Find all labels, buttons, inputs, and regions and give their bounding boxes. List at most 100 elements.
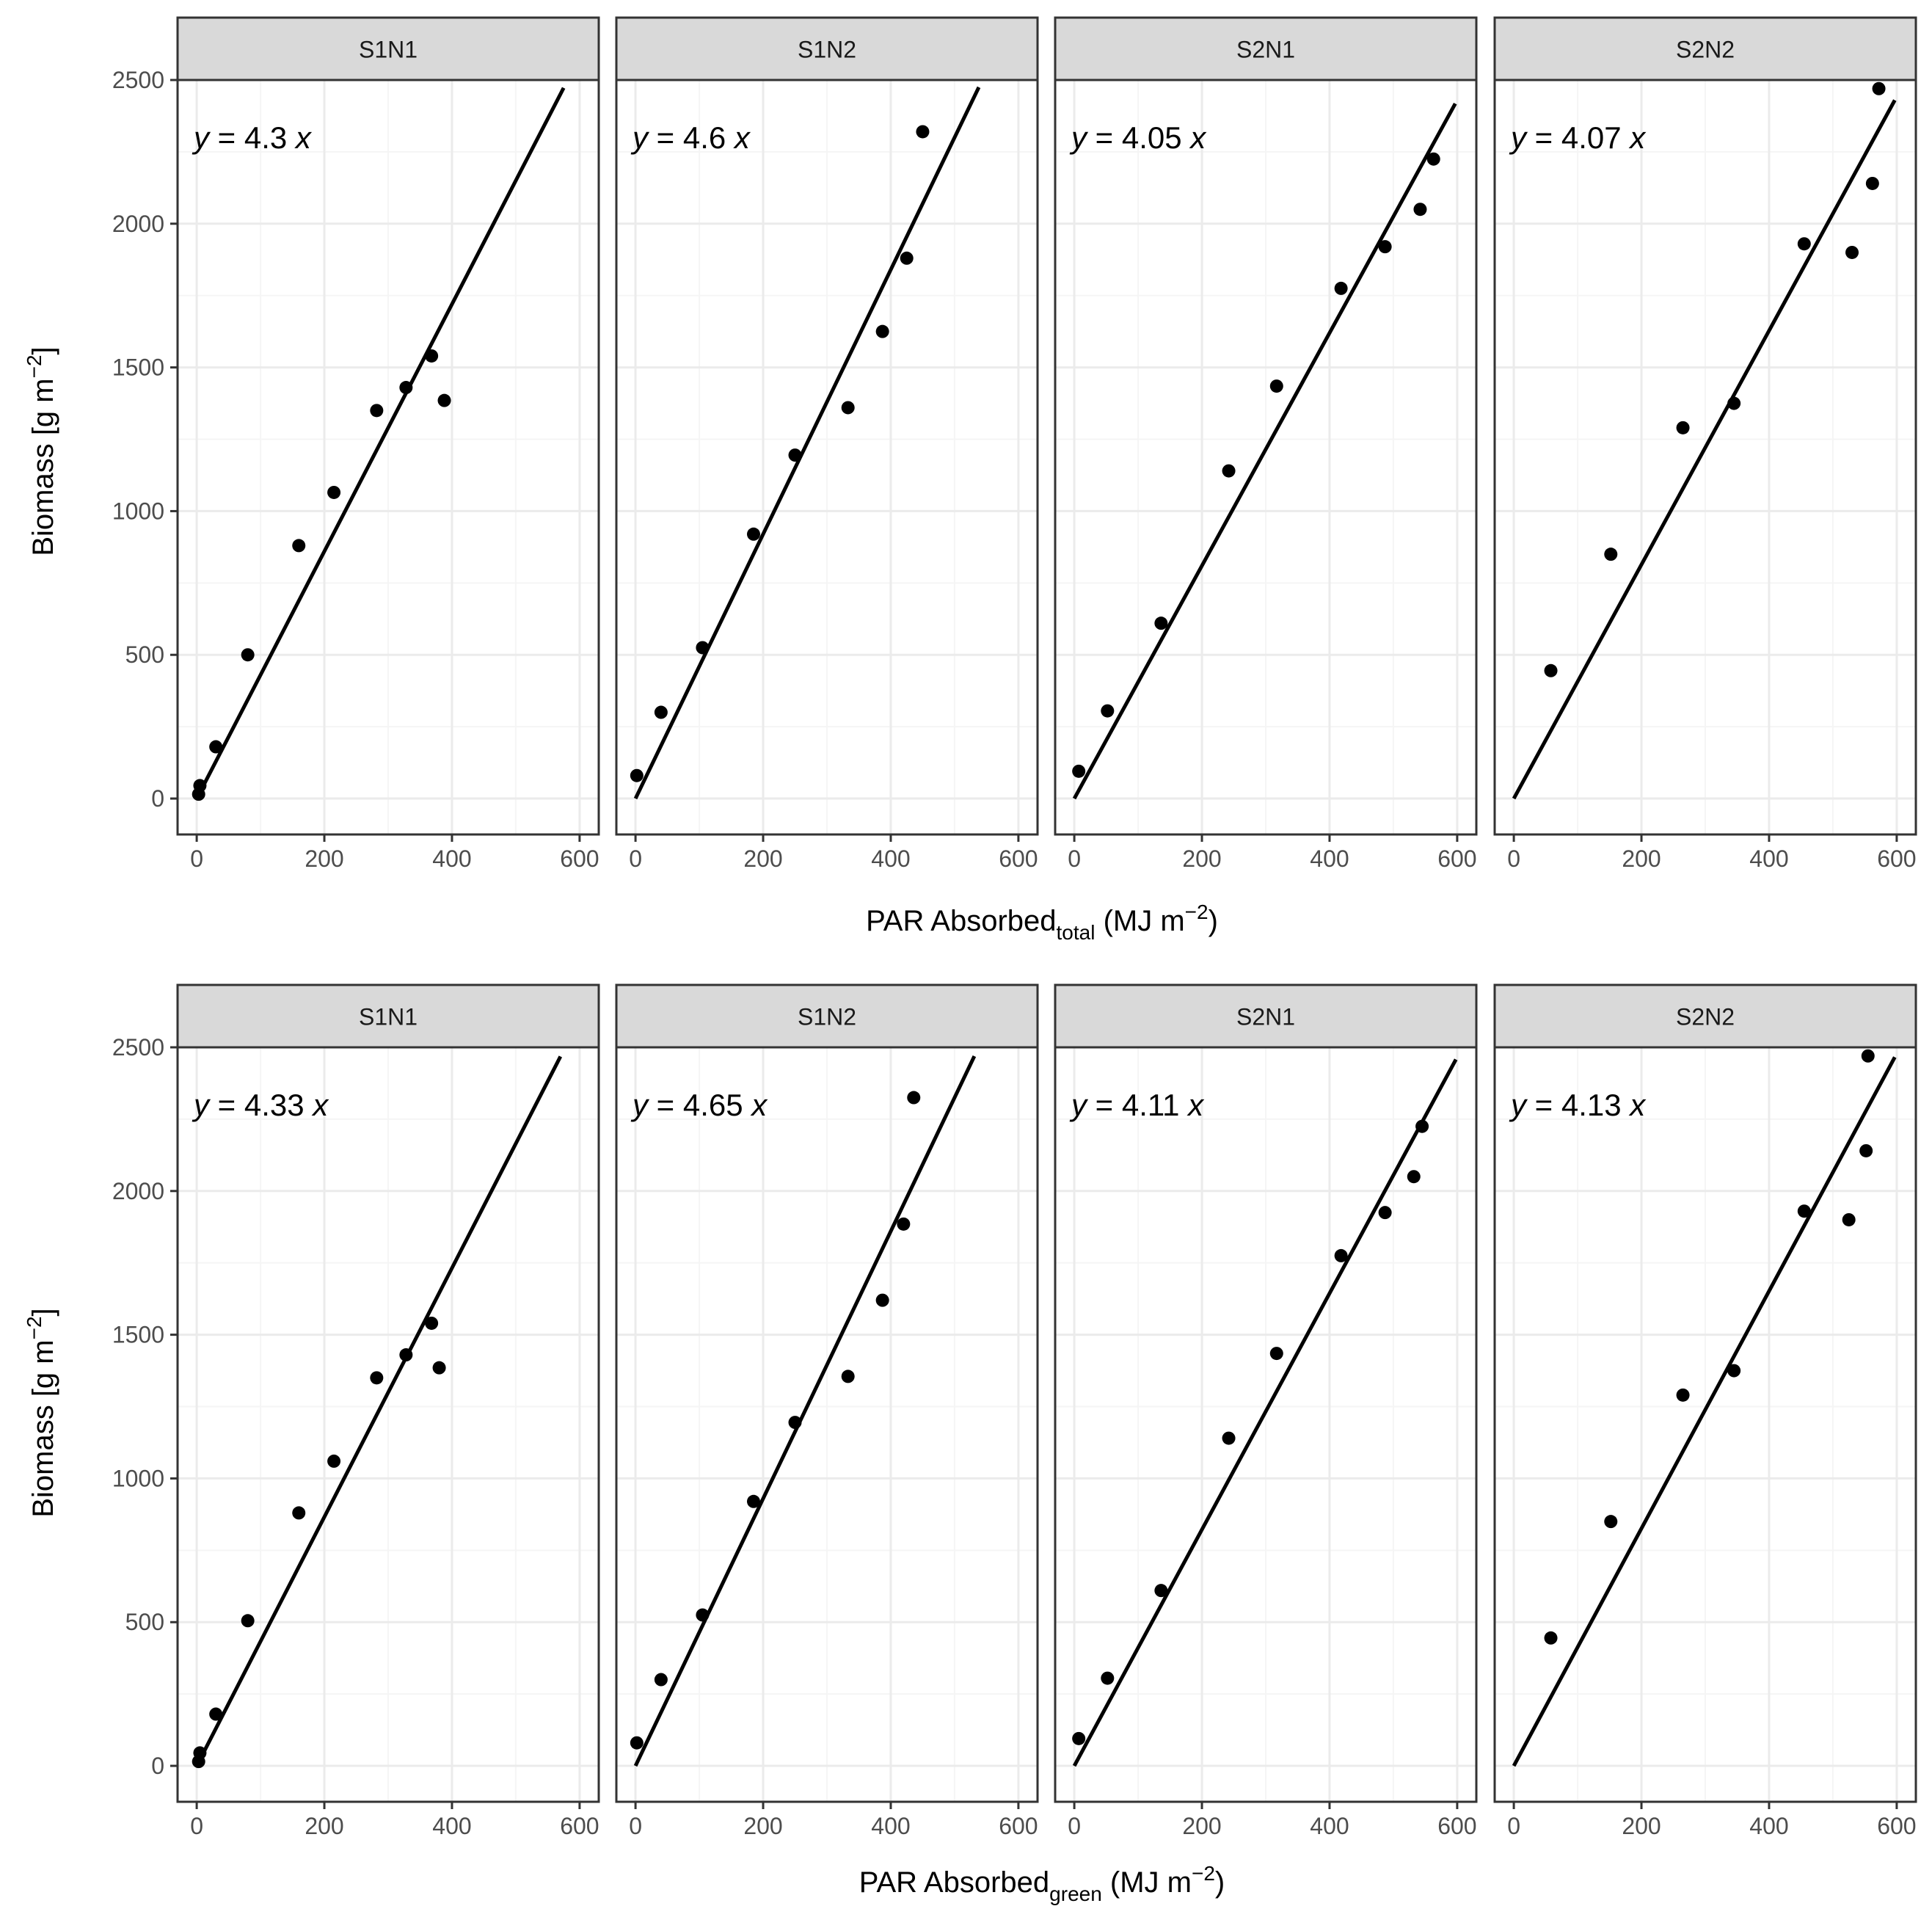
- y-tick-label: 0: [151, 1753, 164, 1779]
- regression-line: [633, 1055, 977, 1767]
- regression-line: [1512, 99, 1897, 800]
- panel-border: [1054, 79, 1478, 836]
- x-tick-label: 0: [629, 845, 642, 872]
- data-point-8: [897, 1217, 911, 1231]
- data-point-3: [1154, 616, 1168, 630]
- y-tick-label: 1000: [112, 1465, 164, 1491]
- data-point-7: [1378, 1206, 1392, 1220]
- data-point-1: [1072, 1731, 1086, 1745]
- data-point-5: [788, 448, 802, 462]
- data-point-9: [916, 125, 930, 139]
- data-point-6: [1334, 1248, 1348, 1262]
- data-point-9: [1426, 152, 1440, 166]
- data-point-5: [1269, 1347, 1283, 1361]
- data-point-10: [437, 393, 451, 407]
- panel-border: [176, 79, 600, 836]
- data-point-4: [1727, 1364, 1741, 1378]
- y-tick-label: 500: [125, 641, 164, 668]
- x-tick-label: 0: [1507, 845, 1520, 872]
- data-point-7: [875, 1293, 889, 1307]
- panel-border: [1493, 79, 1917, 836]
- x-tick-label: 400: [871, 1813, 910, 1839]
- x-tick-label: 600: [1437, 1813, 1476, 1839]
- facet-strip: [176, 983, 600, 1049]
- x-tick-label: 0: [1507, 1813, 1520, 1839]
- facet-strip-label: S1N1: [359, 37, 418, 63]
- equation-label: y = 4.6 x: [630, 120, 751, 155]
- data-point-6: [1842, 1212, 1856, 1226]
- panel-s2n1: S2N1 y = 4.05 x 0 200 400 600: [1054, 16, 1478, 872]
- panel-s2n1: S2N1 y = 4.11 x 0 200 400 600: [1054, 983, 1478, 1839]
- data-point-2: [654, 705, 668, 719]
- panel-border: [176, 1046, 600, 1803]
- equation-label: y = 4.05 x: [1069, 120, 1207, 155]
- regression-line: [194, 1055, 563, 1767]
- x-tick-label: 200: [305, 1813, 343, 1839]
- facet-strip: [1493, 16, 1917, 81]
- data-point-1: [1072, 764, 1086, 778]
- regression-line: [194, 87, 566, 800]
- panel-s1n2: S1N2 y = 4.6 x 0 200 400 600: [615, 16, 1039, 872]
- data-point-2: [654, 1673, 668, 1687]
- data-point-1: [630, 1736, 644, 1750]
- regression-line: [1072, 1058, 1458, 1767]
- data-point-5: [1797, 237, 1811, 251]
- data-point-2: [1604, 1515, 1618, 1529]
- data-point-4: [746, 1494, 760, 1508]
- data-point-3: [1154, 1584, 1168, 1598]
- y-tick-label: 1500: [112, 354, 164, 381]
- data-point-4: [241, 1614, 255, 1628]
- data-point-10: [432, 1361, 446, 1375]
- data-point-6: [841, 1370, 855, 1383]
- data-point-4: [1727, 396, 1741, 410]
- data-point-8: [1413, 203, 1427, 217]
- equation-label: y = 4.13 x: [1509, 1088, 1647, 1122]
- data-point-1: [1544, 1631, 1558, 1645]
- equation-label: y = 4.11 x: [1069, 1088, 1205, 1122]
- panel-s1n1: S1N1 y = 4.33 x 0 200 400 600 0 500 1000 1500 2000…: [112, 983, 600, 1839]
- data-point-9: [425, 1316, 439, 1330]
- data-point-7: [1859, 1143, 1873, 1157]
- x-tick-label: 0: [629, 1813, 642, 1839]
- data-point-5: [1797, 1204, 1811, 1218]
- data-point-6: [327, 1454, 341, 1468]
- data-point-3: [1676, 421, 1690, 434]
- y-axis-title-top: Biomass [g m−2]: [23, 346, 59, 556]
- equation-label: y = 4.65 x: [630, 1088, 768, 1122]
- y-tick-label: 1000: [112, 498, 164, 524]
- panel-s2n2: S2N2 y = 4.07 x 0 200 400 600: [1493, 16, 1917, 872]
- panel-border: [1493, 1046, 1917, 1803]
- data-point-5: [292, 539, 306, 553]
- facet-strip: [615, 983, 1039, 1049]
- x-tick-label: 600: [1877, 1813, 1916, 1839]
- facet-strip: [1054, 16, 1478, 81]
- y-tick-label: 500: [125, 1609, 164, 1635]
- equation-label: y = 4.33 x: [192, 1088, 329, 1122]
- data-point-7: [875, 324, 889, 338]
- x-tick-label: 600: [560, 1813, 599, 1839]
- x-tick-label: 400: [871, 845, 910, 872]
- data-point-1: [630, 768, 644, 782]
- x-tick-label: 0: [1068, 845, 1081, 872]
- y-tick-label: 2500: [112, 1034, 164, 1061]
- data-point-1: [1544, 663, 1558, 677]
- data-point-5: [292, 1506, 306, 1520]
- x-tick-label: 400: [432, 1813, 471, 1839]
- facet-strip-label: S2N2: [1676, 1004, 1735, 1030]
- x-tick-label: 600: [999, 845, 1038, 872]
- data-point-8: [1861, 1049, 1875, 1063]
- panel-s2n2: S2N2 y = 4.13 x 0 200 400 600: [1493, 983, 1917, 1839]
- data-point-3: [696, 641, 710, 655]
- x-tick-label: 0: [1068, 1813, 1081, 1839]
- x-tick-label: 400: [1310, 1813, 1349, 1839]
- data-point-5: [1269, 379, 1283, 393]
- data-point-6: [1845, 245, 1859, 259]
- data-point-2: [1101, 704, 1115, 718]
- panel-border: [1054, 1046, 1478, 1803]
- data-point-4: [1222, 1431, 1236, 1445]
- data-point-3: [1676, 1388, 1690, 1402]
- data-point-8: [1872, 81, 1886, 95]
